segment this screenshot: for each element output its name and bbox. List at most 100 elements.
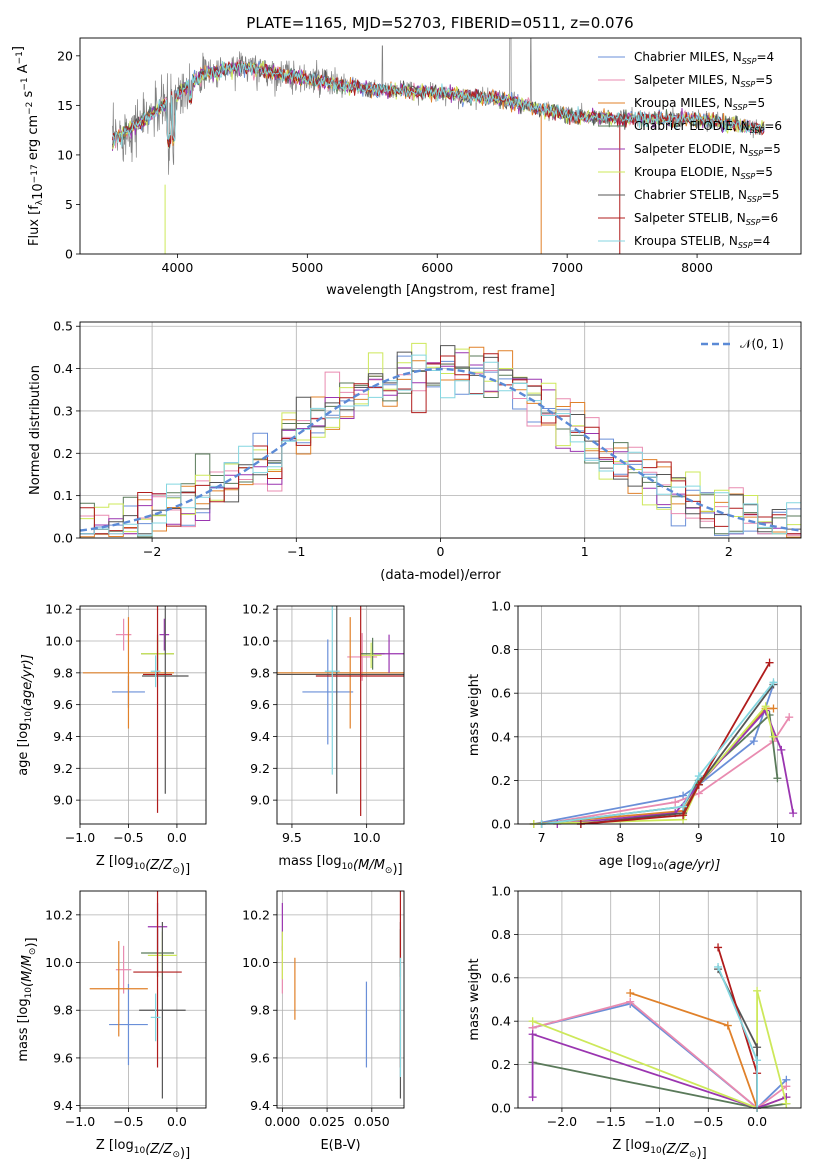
x-axis-label: age [log10(age/yr)] — [599, 854, 721, 873]
mass-weight-marker — [694, 789, 703, 798]
axes-frame — [517, 605, 802, 825]
gaussian-curve — [80, 367, 801, 532]
mass-weight-marker — [671, 798, 680, 807]
x-axis-label: mass [log10(M/M⊙)] — [278, 854, 402, 877]
legend-entry: Salpeter STELIB, NSSP=6 — [634, 211, 778, 227]
x-axis-label: Z [log10(Z/Z⊙)] — [96, 854, 190, 877]
mass-weight-marker — [626, 988, 635, 997]
x-tick-label: −0.5 — [113, 830, 143, 845]
mass-weight-marker — [723, 1021, 732, 1030]
y-axis-label: mass [log10(M/M⊙)] — [16, 937, 39, 1061]
age-vs-mass-panel: 9.5 10.0 9.0 9.2 9.4 9.6 9.8 10.0 10.2 mass [log1… — [242, 602, 405, 877]
mass-weight-marker — [679, 802, 688, 811]
y-tick-label: 9.8 — [53, 1003, 73, 1018]
mass-weight-marker — [753, 986, 762, 995]
mass-weight-marker — [769, 704, 778, 713]
y-tick-label: 0.0 — [53, 531, 73, 546]
legend-series-name: Chabrier ELODIE — [634, 119, 733, 133]
y-tick-label: 10.0 — [242, 955, 270, 970]
histogram-series — [80, 353, 801, 535]
mass-weight-marker — [626, 997, 635, 1006]
x-axis-label: wavelength [Angstrom, rest frame] — [326, 283, 555, 298]
legend-entry: Salpeter ELODIE, NSSP=5 — [634, 142, 781, 158]
mass-weight-marker — [528, 1093, 537, 1102]
y-tick-label: 9.6 — [53, 1050, 73, 1065]
y-tick-label: 9.4 — [250, 729, 270, 744]
y-tick-label: 9.6 — [53, 697, 73, 712]
y-tick-label: 0.8 — [491, 642, 511, 657]
legend-series-name: Salpeter ELODIE — [634, 142, 732, 156]
mass-weight-marker — [761, 702, 770, 711]
y-axis-label: mass weight — [467, 958, 482, 1040]
y-tick-label: 10.2 — [242, 602, 270, 617]
spectrum-model-line — [112, 60, 765, 147]
mass-weight-marker — [789, 809, 798, 818]
x-tick-label: 2 — [725, 544, 733, 559]
figure-title: PLATE=1165, MJD=52703, FIBERID=0511, z=0… — [246, 14, 633, 32]
legend-series-name: Kroupa MILES — [634, 96, 716, 110]
x-tick-label: −1.5 — [596, 1114, 626, 1129]
age-vs-metallicity-panel: −1.0 −0.5 0.0 9.0 9.2 9.4 9.6 9.8 10.0 10.2 Z [log… — [16, 602, 207, 877]
mass-weight-series — [533, 684, 775, 824]
mass-weight-marker — [769, 678, 778, 687]
mass-weight-series — [557, 708, 794, 824]
legend-entry: Kroupa ELODIE, NSSP=5 — [634, 165, 773, 181]
y-axis-label: mass weight — [467, 674, 482, 756]
y-tick-label: 0.2 — [491, 773, 511, 788]
mass-weight-marker — [782, 1082, 791, 1091]
mass-weight-marker — [679, 811, 688, 820]
x-tick-label: −2 — [143, 544, 161, 559]
mass-weight-series — [717, 947, 758, 1108]
legend-entry: Kroupa STELIB, NSSP=4 — [634, 234, 770, 250]
legend-series-name: Chabrier MILES — [634, 50, 725, 64]
mass-vs-ebv-panel: 0.000 0.025 0.050 9.4 9.6 9.8 10.0 10.2 E(B-V) — [242, 890, 405, 1153]
mass-weight-marker — [714, 943, 723, 952]
y-tick-label: 10.2 — [45, 602, 73, 617]
x-tick-label: 9 — [695, 830, 703, 845]
legend-entry: 𝒩(0, 1) — [740, 337, 784, 351]
mass-weight-marker — [753, 1056, 762, 1065]
x-tick-label: 0.0 — [747, 1114, 767, 1129]
y-tick-label: 9.2 — [250, 761, 270, 776]
mass-weight-marker — [769, 732, 778, 741]
y-tick-label: 0.2 — [491, 1057, 511, 1072]
mass-weight-marker — [765, 658, 774, 667]
x-tick-label: 1 — [581, 544, 589, 559]
y-tick-label: 0.4 — [53, 361, 73, 376]
y-tick-label: 1.0 — [491, 599, 511, 614]
x-tick-label: 0.000 — [264, 1114, 300, 1129]
mass-weight-marker — [694, 772, 703, 781]
y-tick-label: 10.2 — [45, 907, 73, 922]
y-tick-label: 9.4 — [250, 1098, 270, 1113]
y-tick-label: 0 — [65, 247, 73, 262]
y-tick-label: 9.8 — [53, 665, 73, 680]
mass-weight-marker — [749, 737, 758, 746]
y-tick-label: 9.6 — [250, 697, 270, 712]
x-tick-label: 8 — [616, 830, 624, 845]
axes-frame — [79, 605, 207, 825]
y-tick-label: 9.2 — [53, 761, 73, 776]
x-tick-label: 10 — [769, 830, 785, 845]
y-tick-label: 15 — [57, 98, 73, 113]
y-tick-label: 10.0 — [45, 955, 73, 970]
y-tick-label: 10.0 — [242, 634, 270, 649]
histogram-series — [80, 354, 801, 536]
y-axis-label: Flux [fλ10−17 erg cm−2 s−1 A−1] — [11, 46, 46, 246]
x-tick-label: 0.025 — [309, 1114, 345, 1129]
x-tick-label: −0.5 — [113, 1114, 143, 1129]
y-tick-label: 9.6 — [250, 1050, 270, 1065]
y-tick-label: 0.5 — [53, 319, 73, 334]
y-tick-label: 0.1 — [53, 488, 73, 503]
mass-weight-marker — [528, 1017, 537, 1026]
y-tick-label: 10 — [57, 147, 73, 162]
x-axis-label: (data-model)/error — [380, 568, 501, 583]
y-axis-label: age [log10(age/yr)] — [16, 654, 35, 776]
y-tick-label: 0.0 — [491, 817, 511, 832]
mass-vs-metallicity-panel: −1.0 −0.5 0.0 9.4 9.6 9.8 10.0 10.2 Z [log10(Z/Z… — [16, 890, 207, 1161]
y-tick-label: 0.4 — [491, 1014, 511, 1029]
x-tick-label: 9.5 — [282, 830, 302, 845]
y-tick-label: 9.0 — [53, 793, 73, 808]
y-tick-label: 20 — [57, 48, 73, 63]
y-tick-label: 0.3 — [53, 403, 73, 418]
mass-weight-marker — [753, 1043, 762, 1052]
